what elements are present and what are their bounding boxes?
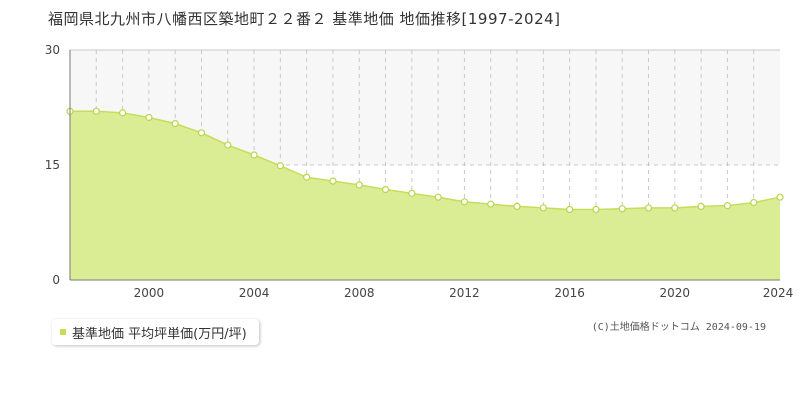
y-tick-0: 0 [52,273,60,287]
legend-label: 基準地価 平均坪単価(万円/坪) [72,326,247,342]
x-tick-labels: 2000 2004 2008 2012 2016 2020 2024 [134,286,794,300]
data-point-2018 [618,205,626,213]
data-point-2002 [197,129,206,137]
x-tick-2004: 2004 [239,286,270,300]
data-point-2015 [539,204,547,212]
data-point-2010 [408,189,416,197]
data-point-2009 [381,185,390,194]
data-point-2019 [644,204,653,212]
data-point-2005 [276,162,284,170]
legend-swatch [60,329,66,335]
data-point-2013 [487,200,495,208]
axes [69,50,780,281]
data-point-2003 [224,141,232,149]
x-tick-2008: 2008 [344,286,375,300]
data-points [66,107,784,214]
y-tick-30: 30 [45,43,60,57]
data-point-2000 [145,113,153,122]
data-point-2014 [513,202,521,210]
data-point-2012 [460,198,469,206]
data-point-2021 [697,202,705,210]
x-tick-2012: 2012 [449,286,480,300]
data-point-2008 [355,181,363,189]
line-series [70,110,781,211]
data-point-1999 [118,109,127,117]
y-tick-labels: 0 15 30 [45,43,60,287]
x-tick-2000: 2000 [134,286,165,300]
data-point-2004 [250,151,258,159]
data-point-2017 [592,205,600,214]
horizontal-gridlines [70,49,780,166]
legend: 基準地価 平均坪単価(万円/坪) [52,319,259,345]
x-tick-2016: 2016 [554,286,585,300]
x-tick-2024: 2024 [763,286,794,300]
data-point-2001 [171,119,179,128]
chart-title: 福岡県北九州市八幡西区築地町２２番２ 基準地価 地価推移[1997-2024] [48,10,561,28]
data-point-2020 [671,204,679,212]
data-point-1998 [92,107,100,115]
y-tick-15: 15 [45,158,60,172]
data-point-2024 [776,193,784,201]
credit-text: (C)土地価格ドットコム 2024-09-19 [591,322,766,333]
data-point-2023 [750,198,758,207]
data-point-2016 [566,205,574,214]
data-point-2006 [303,173,311,181]
data-point-2022 [723,202,732,210]
data-point-2007 [329,177,337,185]
x-tick-2020: 2020 [660,286,691,300]
data-point-2011 [434,193,442,201]
